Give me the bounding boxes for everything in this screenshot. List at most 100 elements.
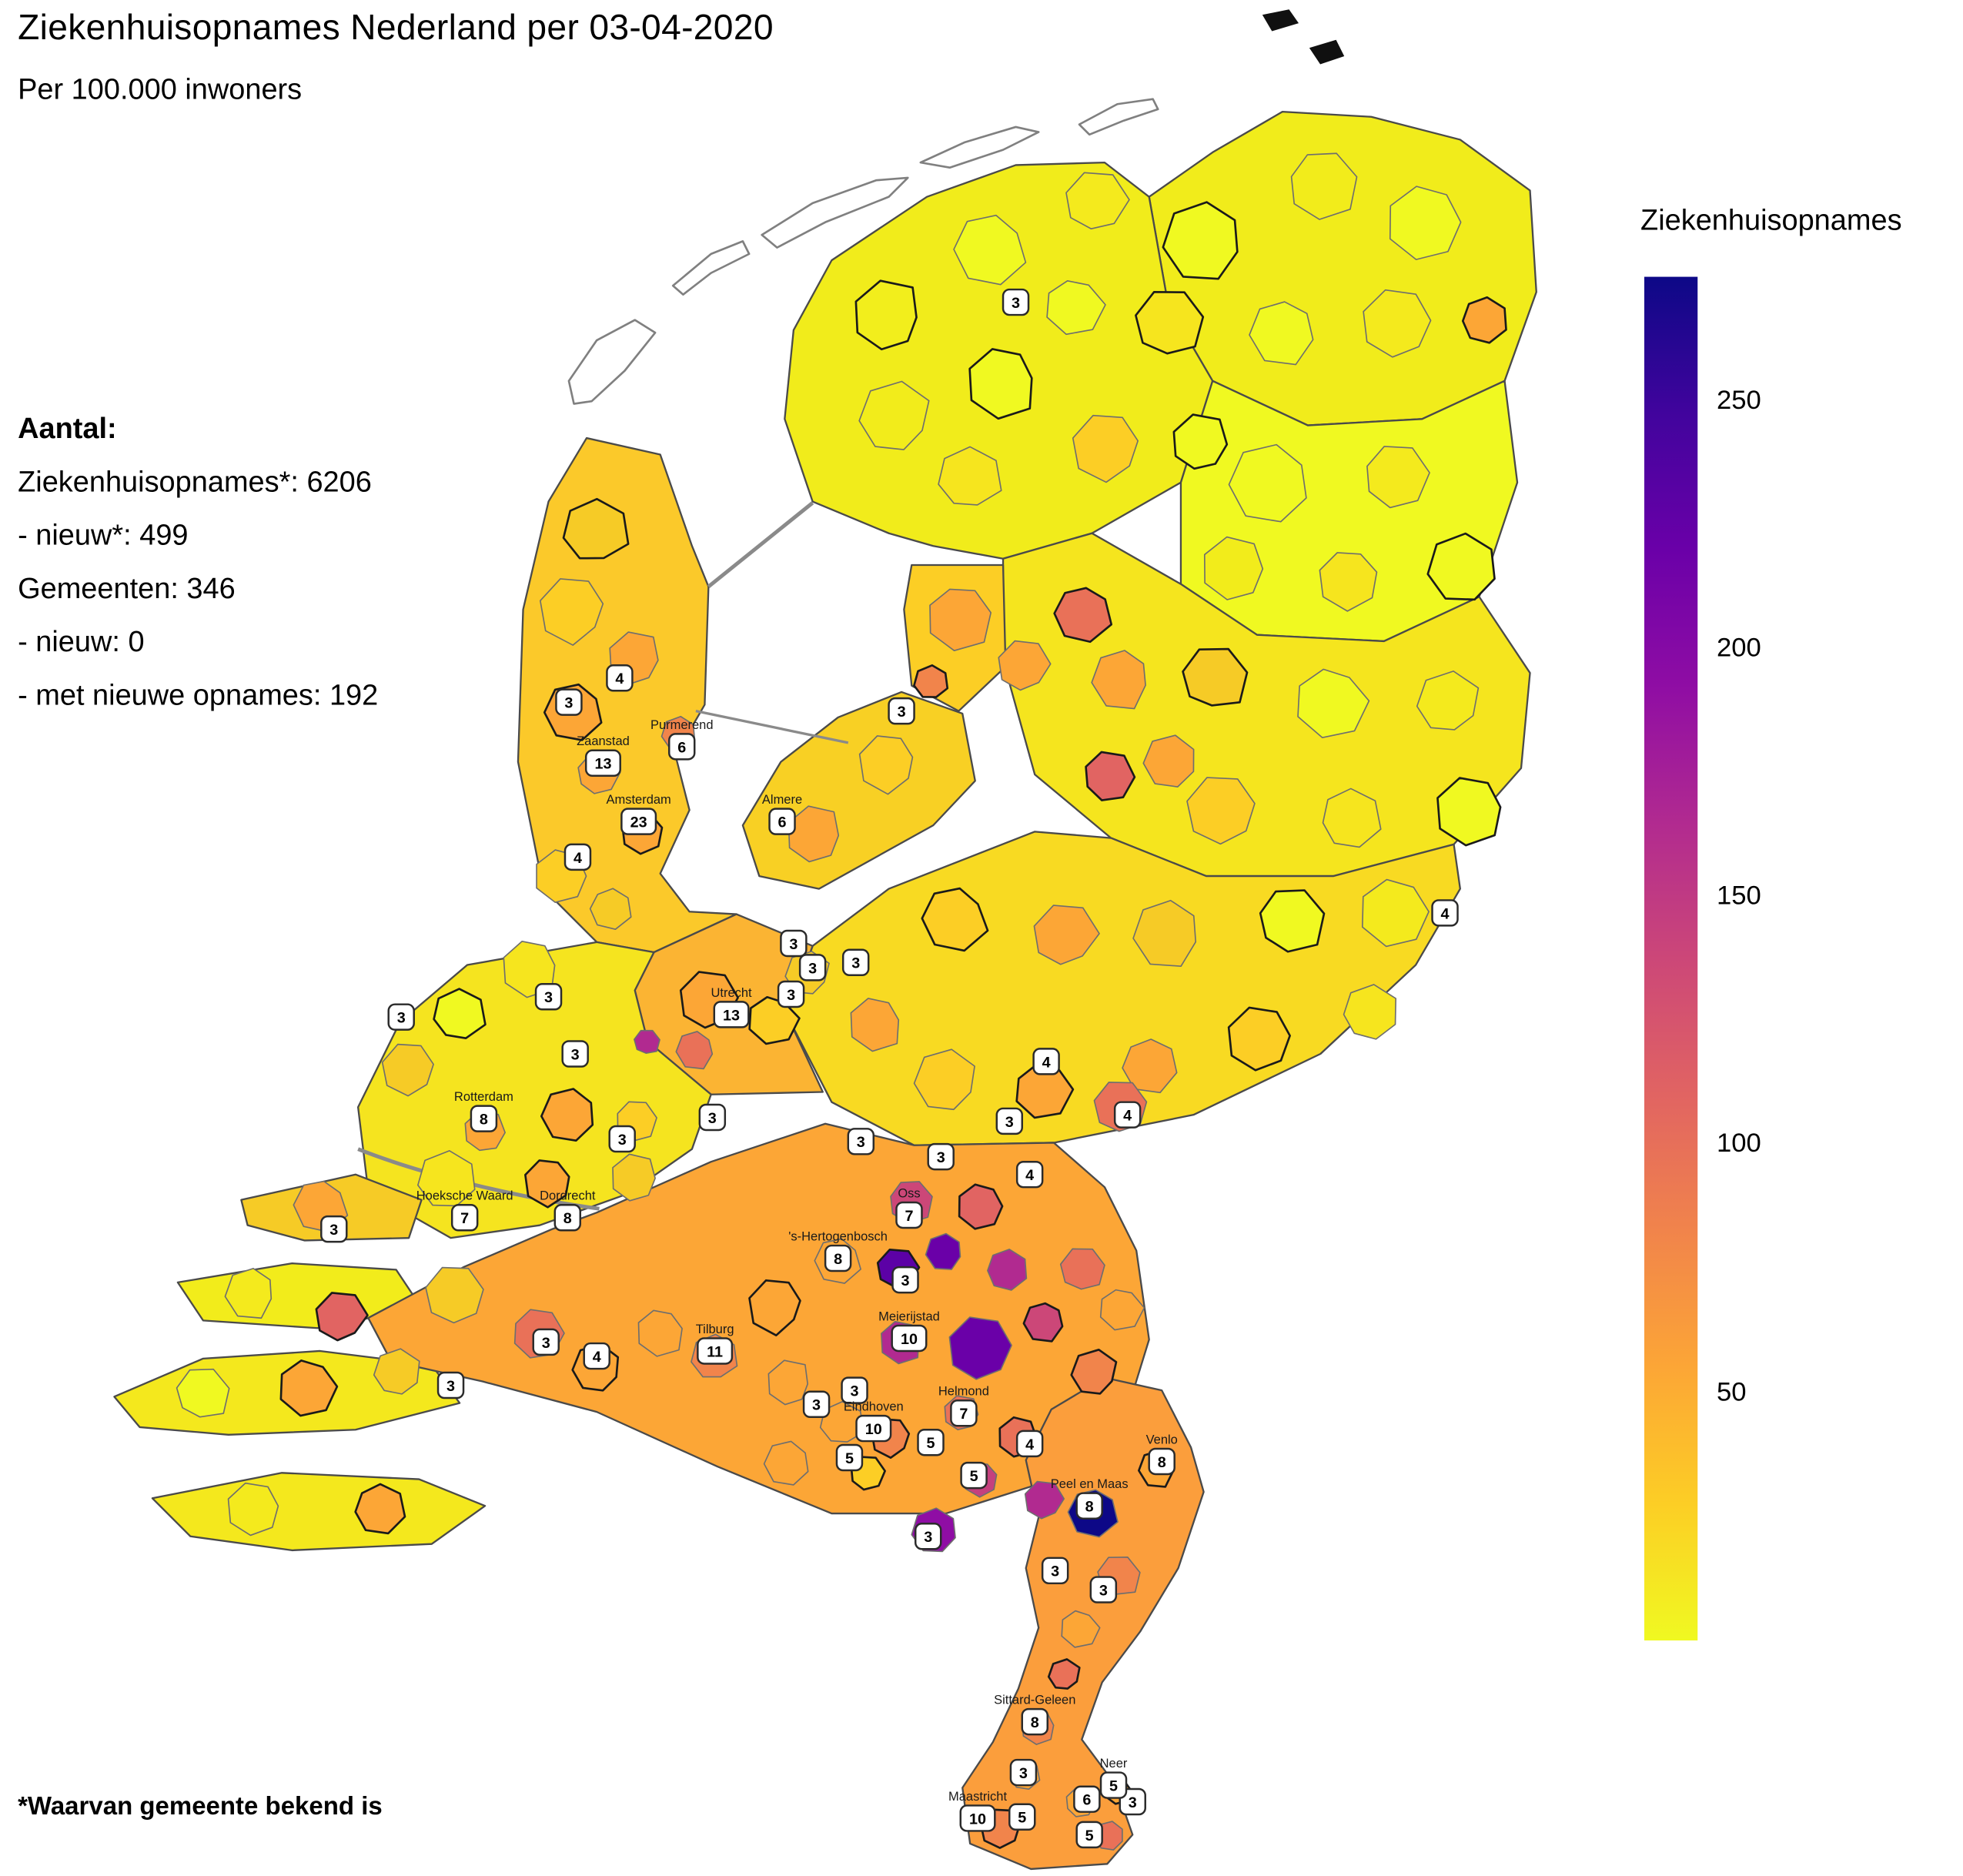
municipality-cell [279,1359,339,1417]
badge-count: 3 [787,987,795,1004]
municipality-cell [958,1183,1004,1230]
badge-box [1099,1771,1128,1799]
city-badge: Tilburg 11 [696,1323,734,1365]
badge-box [713,1001,750,1028]
municipality-cell [858,380,930,450]
badge-box [584,749,621,777]
city-badge: 's-Hertogenbosch 8 [788,1229,888,1272]
municipality-cell [858,735,914,795]
badge-box [470,1105,498,1132]
count-badge: 5 [1008,1803,1036,1831]
stats-lines: Ziekenhuisopnames*: 6206 - nieuw*: 499 Gem… [18,454,378,721]
badge-count: 6 [778,814,787,831]
city-label: Tilburg [696,1323,734,1336]
badge-box [697,1337,734,1365]
islet-north-2 [1309,39,1345,65]
badge-count: 3 [857,1134,865,1151]
municipality-cell [1132,899,1197,968]
city-label: Utrecht [711,986,752,1000]
badge-count: 7 [959,1406,968,1423]
municipality-cell [998,640,1052,691]
badge-count: 4 [615,670,624,687]
badge-box [768,808,796,835]
municipality-cell [1182,647,1249,707]
municipality-cell [1227,1006,1291,1072]
municipality-cell [1162,201,1239,280]
city-label: Sittard-Geleen [994,1693,1075,1707]
municipality-cell [1426,532,1496,601]
municipality-cell [1047,1658,1081,1690]
city-label: Maastricht [948,1790,1007,1804]
count-badge: 3 [1041,1557,1069,1585]
municipality-cell [562,497,630,560]
municipality-cell [1024,1480,1065,1520]
badge-box [841,1376,868,1404]
badge-count: 8 [480,1112,488,1129]
count-badge: 4 [583,1342,610,1370]
count-badge: 3 [1002,288,1030,316]
city-label: Eindhoven [844,1399,904,1413]
municipality-cell [1228,443,1307,523]
city-badge: Maastricht 10 [948,1790,1007,1832]
badge-count: 3 [618,1132,627,1149]
city-badge: Hoeksche Waard 7 [416,1189,513,1232]
badge-box [1002,288,1030,316]
municipality-cell [1099,1289,1145,1331]
city-badge: Venlo 8 [1146,1433,1178,1476]
badge-box [895,1201,923,1229]
legend-title: Ziekenhuisopnames [1640,202,1902,236]
badge-count: 3 [851,955,860,972]
count-badge: 3 [555,688,583,716]
map-subtitle: Per 100.000 inwoners [18,72,303,105]
municipality-cell [913,1048,975,1111]
badge-count: 8 [1085,1499,1094,1516]
region-overijssel [1002,532,1531,878]
municipality-cell [540,1088,594,1142]
region-flevopolder [741,691,976,890]
badge-count: 5 [1085,1828,1094,1844]
municipality-cell [1389,186,1462,260]
stat-line: - nieuw: 0 [18,624,145,658]
count-badge: 5 [917,1428,945,1456]
badge-count: 8 [1158,1454,1166,1471]
count-badge: 3 [841,1376,868,1404]
badge-box [917,1428,945,1456]
count-badge: 3 [1089,1576,1118,1603]
city-label: Dordrecht [540,1189,596,1203]
badge-box [777,980,805,1008]
count-badge: 3 [891,1266,919,1294]
municipality-cell [634,1029,660,1055]
badge-box [1148,1447,1175,1476]
badge-box [436,1371,465,1399]
municipality-cell [1319,552,1378,612]
count-badge: 3 [777,980,805,1008]
badge-count: 3 [898,704,906,721]
stat-line: - met nieuwe opnames: 192 [18,677,379,711]
badge-box [995,1107,1024,1135]
municipality-cell [913,664,949,698]
badge-count: 3 [1019,1765,1028,1782]
municipality-cell [433,988,487,1040]
badge-count: 3 [1005,1114,1014,1131]
stats-block: Aantal: Ziekenhuisopnames*: 6206 - nieuw*… [18,401,378,721]
region-noord-holland [517,436,737,954]
badge-count: 5 [927,1435,935,1452]
municipality-cell [1203,536,1264,600]
city-badge: Peel en Maas 8 [1051,1477,1129,1520]
region-zeeuws-vlaanderen [151,1472,487,1552]
island-texel [567,319,657,405]
municipality-cell [1046,280,1106,336]
municipality-cell [1065,172,1130,230]
municipality-cell [1416,670,1480,731]
count-badge: 5 [960,1461,988,1490]
municipality-cell [1142,734,1195,788]
municipality-cell [788,805,840,863]
municipality-cell [354,1483,406,1535]
afsluitdijk-line [707,501,814,588]
badge-box [927,1142,955,1171]
badge-count: 8 [834,1251,842,1268]
legend-tick-label: 100 [1716,1129,1761,1159]
city-label: Hoeksche Waard [416,1189,513,1203]
badge-count: 10 [901,1331,918,1348]
municipality-cell [929,588,992,651]
